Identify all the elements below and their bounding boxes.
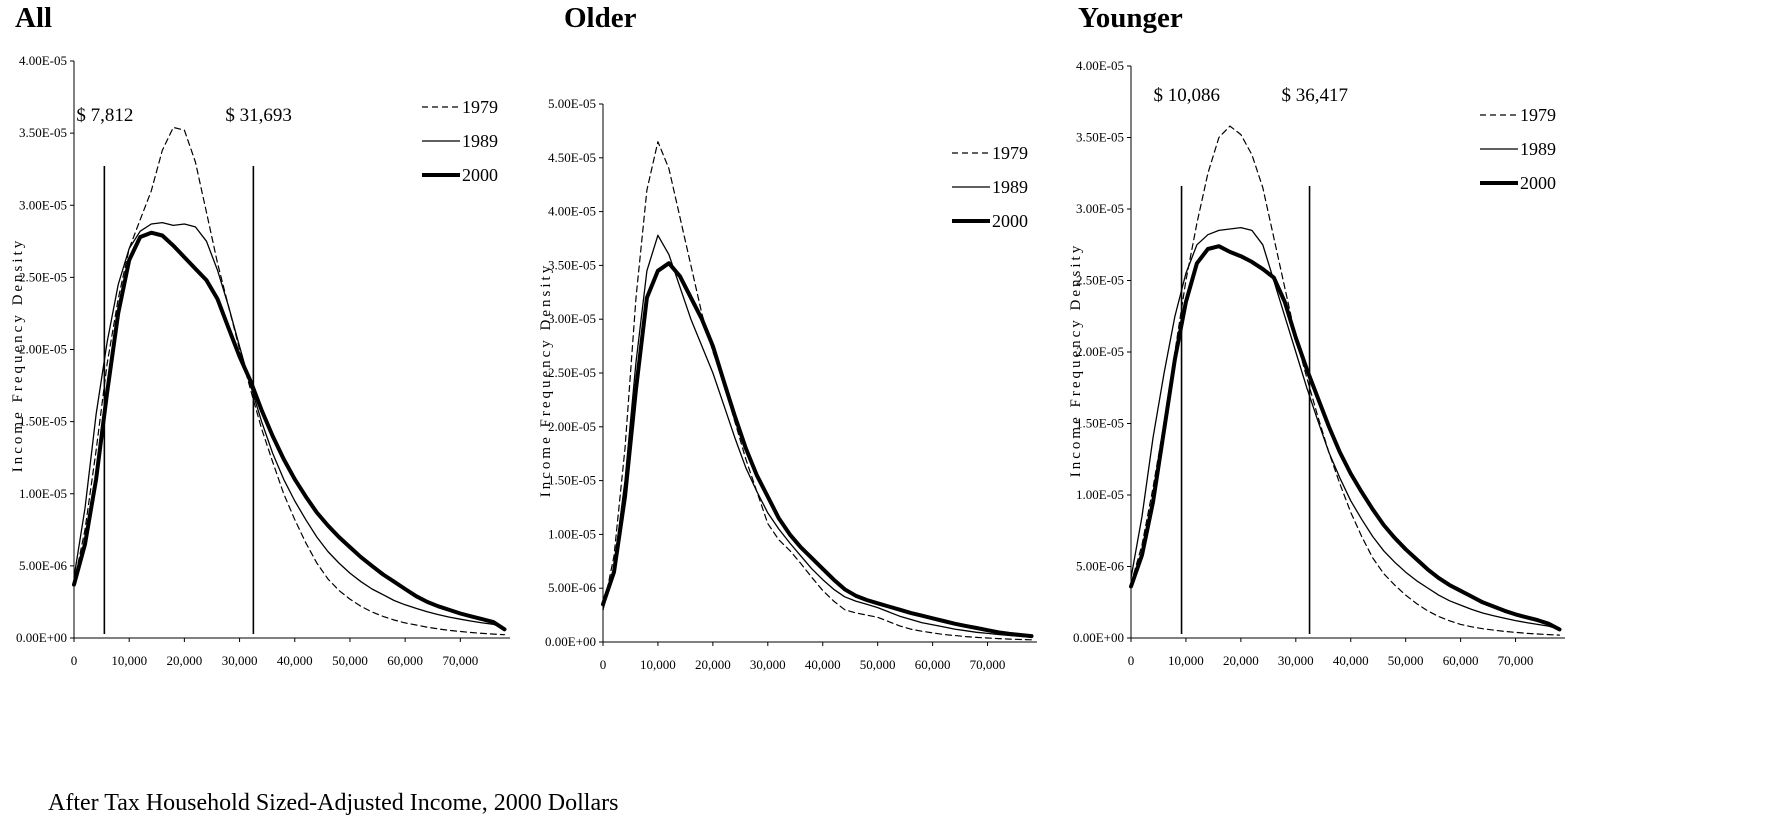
- series-line-1989: [1130, 226, 1561, 631]
- y-tick-label: 5.00E-06: [19, 558, 68, 573]
- y-tick-label: 4.00E-05: [548, 204, 596, 219]
- series-line-1979: [1130, 125, 1561, 636]
- panel-title-younger: Younger: [1078, 2, 1183, 34]
- series-line-1979: [602, 141, 1033, 641]
- y-tick-label: 4.00E-05: [19, 53, 67, 68]
- y-tick-label: 1.00E-05: [548, 526, 596, 541]
- legend-label-2000: 2000: [462, 165, 498, 185]
- cutoff-label: $ 36,417: [1282, 85, 1349, 106]
- y-tick-label: 3.50E-05: [548, 257, 596, 272]
- panel-title-all: All: [15, 2, 53, 34]
- x-axis-label: After Tax Household Sized-Adjusted Incom…: [48, 790, 619, 816]
- legend-label-1979: 1979: [462, 97, 498, 117]
- y-tick-label: 3.00E-05: [19, 197, 67, 212]
- y-tick-label: 3.00E-05: [548, 311, 596, 326]
- x-tick-label: 70,000: [970, 657, 1006, 672]
- y-tick-label: 2.50E-05: [548, 365, 596, 380]
- x-tick-label: 20,000: [167, 653, 203, 668]
- y-tick-label: 3.00E-05: [1076, 201, 1124, 216]
- panel-title-older: Older: [564, 2, 637, 34]
- series-line-1989: [602, 234, 1033, 638]
- x-tick-label: 60,000: [1443, 653, 1479, 668]
- cutoff-label: $ 7,812: [76, 105, 133, 126]
- series-line-2000: [1129, 244, 1562, 632]
- x-tick-label: 20,000: [1223, 653, 1259, 668]
- x-tick-label: 0: [600, 657, 607, 672]
- legend-label-1989: 1989: [992, 177, 1028, 197]
- x-tick-label: 40,000: [277, 653, 313, 668]
- x-tick-label: 30,000: [750, 657, 786, 672]
- y-tick-label: 2.00E-05: [548, 419, 596, 434]
- y-tick-label: 1.50E-05: [1076, 416, 1124, 431]
- cutoff-label: $ 31,693: [225, 105, 292, 126]
- y-tick-label: 3.50E-05: [19, 125, 67, 140]
- y-tick-label: 2.00E-05: [19, 342, 67, 357]
- cutoff-label: $ 10,086: [1154, 85, 1221, 106]
- series-line-2000: [72, 230, 507, 632]
- y-tick-label: 5.00E-06: [1076, 559, 1125, 574]
- y-tick-label: 1.50E-05: [19, 414, 67, 429]
- x-tick-label: 30,000: [1278, 653, 1314, 668]
- y-axis-label: Income Frequency Density: [10, 238, 26, 472]
- y-tick-label: 2.50E-05: [1076, 273, 1124, 288]
- x-tick-label: 10,000: [111, 653, 147, 668]
- y-tick-label: 5.00E-06: [548, 580, 597, 595]
- y-tick-label: 5.00E-05: [548, 96, 596, 111]
- legend-label-1979: 1979: [1520, 105, 1556, 125]
- y-tick-label: 2.00E-05: [1076, 344, 1124, 359]
- y-tick-label: 0.00E+00: [16, 630, 67, 645]
- x-tick-label: 0: [1128, 653, 1135, 668]
- y-axis-label: Income Frequency Density: [538, 263, 554, 497]
- legend-label-1979: 1979: [992, 143, 1028, 163]
- x-tick-label: 40,000: [805, 657, 841, 672]
- x-tick-label: 50,000: [1388, 653, 1424, 668]
- x-tick-label: 50,000: [332, 653, 368, 668]
- x-tick-label: 20,000: [695, 657, 731, 672]
- y-tick-label: 1.00E-05: [19, 486, 67, 501]
- series-line-1979: [73, 126, 506, 636]
- x-tick-label: 40,000: [1333, 653, 1369, 668]
- x-tick-label: 0: [71, 653, 78, 668]
- y-tick-label: 2.50E-05: [19, 269, 67, 284]
- legend-label-2000: 2000: [1520, 173, 1556, 193]
- x-tick-label: 60,000: [915, 657, 951, 672]
- y-tick-label: 0.00E+00: [545, 634, 596, 649]
- legend-label-1989: 1989: [1520, 139, 1556, 159]
- y-axis-label: Income Frequency Density: [1068, 243, 1084, 477]
- x-tick-label: 70,000: [1498, 653, 1534, 668]
- series-line-2000: [601, 261, 1034, 639]
- x-tick-label: 50,000: [860, 657, 896, 672]
- x-tick-label: 70,000: [442, 653, 478, 668]
- y-tick-label: 3.50E-05: [1076, 130, 1124, 145]
- y-tick-label: 1.50E-05: [548, 473, 596, 488]
- x-tick-label: 60,000: [387, 653, 423, 668]
- x-tick-label: 10,000: [640, 657, 676, 672]
- legend-label-2000: 2000: [992, 211, 1028, 231]
- y-tick-label: 0.00E+00: [1073, 630, 1124, 645]
- y-tick-label: 1.00E-05: [1076, 487, 1124, 502]
- y-tick-label: 4.50E-05: [548, 150, 596, 165]
- x-tick-label: 30,000: [222, 653, 258, 668]
- y-tick-label: 4.00E-05: [1076, 58, 1124, 73]
- legend-label-1989: 1989: [462, 131, 498, 151]
- x-tick-label: 10,000: [1168, 653, 1204, 668]
- series-line-1989: [73, 221, 506, 630]
